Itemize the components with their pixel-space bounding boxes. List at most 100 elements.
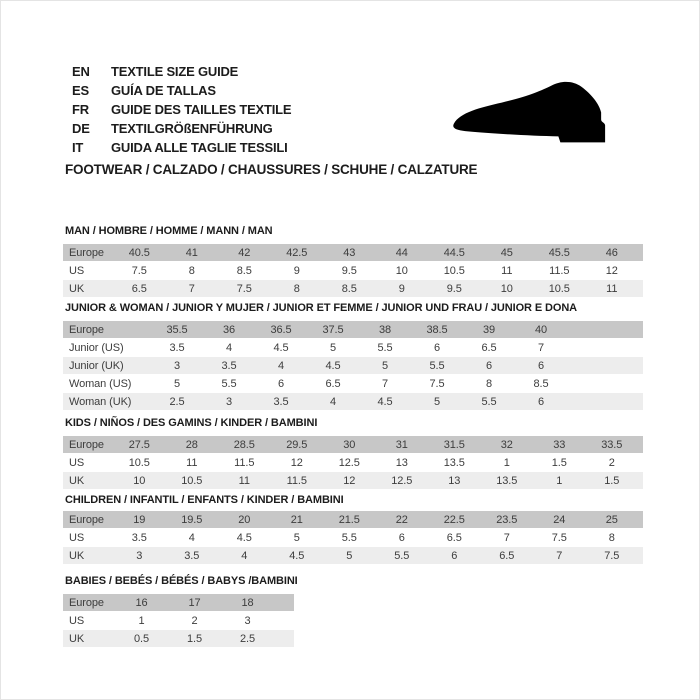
size-cell: 36.5 — [270, 323, 292, 336]
size-cell: 5.5 — [481, 395, 497, 408]
language-row: IT GUIDA ALLE TAGLIE TESSILI — [72, 138, 291, 157]
size-cell: 2.5 — [240, 632, 255, 645]
size-cell: 16 — [135, 596, 148, 609]
size-cell: 6 — [398, 531, 405, 544]
language-code: ES — [72, 83, 89, 98]
size-cell: 9 — [293, 264, 300, 277]
size-cell: 5 — [346, 549, 353, 562]
size-cell: 7.5 — [131, 264, 147, 277]
size-cell: 12 — [605, 264, 618, 277]
row-label: Europe — [69, 323, 104, 336]
size-cell: 21 — [290, 513, 303, 526]
size-cell: 3 — [225, 395, 233, 408]
row-label: US — [69, 456, 85, 469]
size-cell: 3 — [173, 359, 181, 372]
size-cell: 36 — [222, 323, 236, 336]
size-cell: 44 — [395, 246, 408, 259]
size-cell: 5.5 — [394, 549, 410, 562]
size-cell: 2 — [608, 456, 615, 469]
size-cell: 4.5 — [325, 359, 341, 372]
size-cell: 10 — [500, 282, 513, 295]
table-row: UK 6.5 7 7.5 8 8.5 9 9.5 10 10.5 11 — [63, 280, 643, 297]
size-cell: 41 — [185, 246, 198, 259]
size-cell: 45.5 — [548, 246, 570, 259]
size-cell: 33 — [553, 438, 566, 451]
size-cell: 4.5 — [377, 395, 393, 408]
size-cell: 5 — [381, 359, 389, 372]
table-row: Junior (US) 3.5 4 4.5 5 5.5 6 6.5 7 — [63, 339, 643, 356]
size-cell: 9.5 — [341, 264, 357, 277]
size-cell: 42.5 — [286, 246, 308, 259]
size-cell: 43 — [343, 246, 356, 259]
size-cell: 42 — [238, 246, 251, 259]
size-cell: 11 — [501, 264, 513, 277]
size-cell: 11.5 — [549, 264, 570, 277]
table-row: Europe 19 19.5 20 21 21.5 22 22.5 23.5 24 25 — [63, 511, 643, 528]
size-cell: 4 — [225, 341, 233, 354]
table-row: Europe 16 17 18 — [63, 594, 294, 611]
size-cell: 5.5 — [377, 341, 393, 354]
language-code: IT — [72, 140, 84, 155]
size-cell: 6 — [537, 359, 545, 372]
size-cell: 31 — [395, 438, 408, 451]
language-code: DE — [72, 121, 90, 136]
size-cell: 10.5 — [443, 264, 465, 277]
size-cell: 38.5 — [426, 323, 448, 336]
size-table-babies: Europe 16 17 18 US 1 2 3 UK 0.5 1.5 2.5 — [63, 594, 294, 648]
size-cell: 8.5 — [341, 282, 357, 295]
row-label: Woman (UK) — [69, 395, 132, 408]
size-cell: 39 — [482, 323, 496, 336]
row-label: Europe — [69, 246, 104, 259]
size-cell: 10 — [133, 474, 146, 487]
row-label: Europe — [69, 596, 104, 609]
size-cell: 5.5 — [341, 531, 357, 544]
language-label: GUIDE DES TAILLES TEXTILE — [111, 102, 292, 117]
size-cell: 12 — [290, 456, 303, 469]
size-cell: 35.5 — [166, 323, 188, 336]
size-table-children: Europe 19 19.5 20 21 21.5 22 22.5 23.5 24 25 US 3.5 4… — [63, 511, 643, 565]
size-cell: 18 — [241, 596, 254, 609]
size-cell: 3.5 — [169, 341, 185, 354]
size-cell: 6.5 — [131, 282, 147, 295]
size-cell: 3.5 — [273, 395, 289, 408]
language-row: EN TEXTILE SIZE GUIDE — [72, 62, 291, 81]
size-cell: 4.5 — [273, 341, 289, 354]
size-cell: 1 — [503, 456, 510, 469]
size-table-man: Europe 40.5 41 42 42.5 43 44 44.5 45 45.5 46 US 7.5 8… — [63, 244, 643, 298]
size-cell: 19.5 — [181, 513, 203, 526]
size-cell: 5 — [173, 377, 181, 390]
size-cell: 8.5 — [533, 377, 549, 390]
size-cell: 37.5 — [322, 323, 344, 336]
table-title-babies: BABIES / BEBÉS / BÉBÉS / BABYS /BAMBINI — [65, 575, 298, 587]
category-line: FOOTWEAR / CALZADO / CHAUSSURES / SCHUHE… — [65, 162, 478, 177]
size-cell: 23.5 — [496, 513, 518, 526]
size-cell: 4 — [329, 395, 337, 408]
size-cell: 5 — [329, 341, 337, 354]
table-row: UK 10 10.5 11 11.5 12 12.5 13 13.5 1 1.5 — [63, 472, 643, 489]
language-label: GUIDA ALLE TAGLIE TESSILI — [111, 140, 288, 155]
size-cell: 10 — [395, 264, 408, 277]
size-cell: 12 — [343, 474, 356, 487]
size-cell: 32 — [500, 438, 513, 451]
size-cell: 44.5 — [443, 246, 465, 259]
size-cell: 3.5 — [131, 531, 147, 544]
size-cell: 7 — [556, 549, 563, 562]
size-cell: 46 — [605, 246, 618, 259]
size-cell: 13.5 — [496, 474, 518, 487]
table-title-man: MAN / HOMBRE / HOMME / MANN / MAN — [65, 225, 273, 237]
table-row: Europe 40.5 41 42 42.5 43 44 44.5 45 45.5 46 — [63, 244, 643, 261]
size-cell: 6 — [433, 341, 441, 354]
row-label: Junior (UK) — [69, 359, 124, 372]
size-cell: 6.5 — [325, 377, 341, 390]
size-cell: 17 — [188, 596, 201, 609]
size-cell: 6.5 — [499, 549, 515, 562]
size-cell: 6.5 — [446, 531, 462, 544]
table-row: Woman (UK) 2.5 3 3.5 4 4.5 5 5.5 6 — [63, 393, 643, 410]
size-cell: 13 — [448, 474, 461, 487]
row-label: US — [69, 614, 85, 627]
row-label: US — [69, 531, 85, 544]
size-cell: 40 — [534, 323, 548, 336]
size-cell: 9.5 — [446, 282, 462, 295]
size-cell: 38 — [378, 323, 392, 336]
size-cell: 22.5 — [443, 513, 465, 526]
